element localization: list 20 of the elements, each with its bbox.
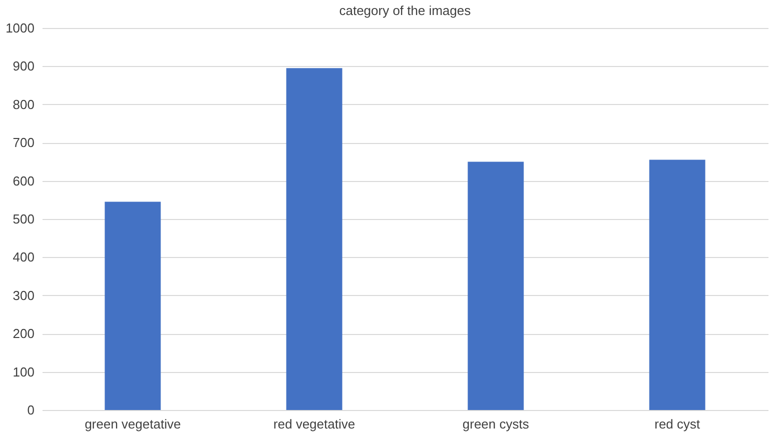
bar (468, 162, 524, 410)
chart-title: category of the images (339, 3, 472, 18)
x-tick-label: green vegetative (84, 416, 181, 432)
bar (104, 202, 161, 410)
bar (286, 68, 342, 410)
bar (649, 160, 706, 410)
y-tick-label: 400 (12, 250, 34, 265)
y-tick-label: 500 (12, 212, 34, 226)
x-tick-label: green cysts (462, 416, 530, 432)
y-tick-label: 600 (12, 173, 34, 188)
x-tick-label: red vegetative (273, 416, 356, 432)
y-tick-label: 800 (12, 96, 34, 112)
y-tick-label: 1000 (6, 20, 34, 36)
y-tick-label: 0 (27, 402, 34, 418)
y-tick-label: 200 (12, 326, 34, 342)
y-tick-label: 900 (12, 58, 34, 74)
y-tick-label: 300 (12, 288, 34, 303)
x-tick-label: red cyst (654, 416, 700, 432)
y-tick-label: 100 (12, 364, 34, 380)
y-tick-label: 700 (12, 135, 34, 150)
